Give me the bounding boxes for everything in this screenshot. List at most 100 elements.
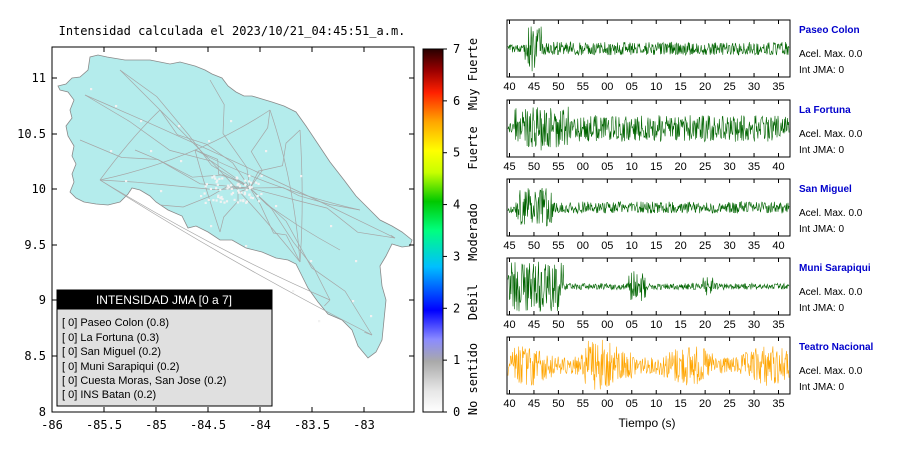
station-intensity: Int JMA: 0: [799, 65, 844, 76]
waveform-x-tick-label: 40: [772, 161, 784, 173]
map-x-tick-label: -84.5: [190, 418, 226, 432]
waveform-x-tick-label: 15: [675, 81, 687, 93]
waveform-x-tick-label: 40: [503, 398, 515, 410]
map-frame: [51, 46, 415, 413]
colorbar-tick-label: 5: [453, 146, 460, 160]
waveform-x-tick-label: 55: [577, 81, 589, 93]
waveform-x-tick-label: 25: [723, 81, 735, 93]
waveform-panel: 40 45 50 55 00 05 10 15 20 25 30 35 Muni Sarapiqui Ac…: [503, 257, 871, 331]
waveform-panel: 45 50 55 00 05 10 15 20 25 30 35 40 San Miguel Acel. …: [503, 178, 863, 252]
colorbar-gradient: [422, 48, 444, 413]
waveform-x-tick-label: 55: [577, 319, 589, 331]
waveform-x-tick-label: 35: [748, 240, 760, 252]
colorbar-level-label: Debil: [466, 284, 480, 320]
station-name: Paseo Colon: [799, 25, 860, 36]
map-y-tick-label: 9.5: [24, 238, 46, 252]
waveform-x-tick-label: 30: [748, 398, 760, 410]
waveform-x-tick-label: 50: [528, 240, 540, 252]
waveform-trace: [507, 187, 790, 227]
waveform-trace: [507, 106, 790, 151]
waveform-x-tick-label: 10: [650, 398, 662, 410]
waveform-trace: [507, 261, 790, 312]
waveform-panel: 45 50 55 00 05 10 15 20 25 30 35 40 La Fortuna Acel. …: [503, 99, 863, 173]
waveform-x-tick-label: 20: [699, 398, 711, 410]
waveform-panel: 40 45 50 55 00 05 10 15 20 25 30 35 Teatro Nacional A…: [503, 336, 873, 410]
colorbar-tick-label: 0: [453, 405, 460, 419]
waveform-x-tick-label: 05: [601, 161, 613, 173]
colorbar-ticks: 0 1 2 3 4 5 6 7: [443, 42, 460, 419]
waveform-x-tick-label: 50: [528, 161, 540, 173]
waveform-x-tick-label: 45: [528, 81, 540, 93]
colorbar-level-label: Moderado: [466, 203, 480, 261]
station-intensity: Int JMA: 0: [799, 303, 844, 314]
waveform-x-tick-label: 55: [577, 398, 589, 410]
waveform-x-tick-label: 45: [528, 319, 540, 331]
waveform-x-tick-label: 05: [601, 240, 613, 252]
station-accel: Acel. Max. 0.0: [799, 129, 863, 140]
legend-item: [ 0] Cuesta Moras, San Jose (0.2): [62, 375, 226, 387]
map-x-axis: -86 -85.5 -85 -84.5 -84 -83.5 -83: [41, 47, 375, 432]
waveform-x-tick-label: 20: [699, 319, 711, 331]
waveform-x-tick-label: 35: [772, 81, 784, 93]
colorbar-tick-label: 2: [453, 301, 460, 315]
waveform-x-tick-label: 55: [552, 240, 564, 252]
colorbar-tick-label: 4: [453, 198, 460, 212]
waveform-x-tick-label: 05: [626, 319, 638, 331]
intensity-legend: INTENSIDAD JMA [0 a 7] [ 0] Paseo Colon …: [56, 289, 273, 407]
town-markers: [90, 88, 373, 323]
map-y-axis: 11 10.5 10 9.5 9 8.5 8: [17, 71, 414, 419]
waveform-x-tick-label: 00: [601, 81, 613, 93]
waveform-x-tick-label: 10: [650, 81, 662, 93]
map-y-tick-label: 11: [32, 71, 46, 85]
colorbar-level-label: Muy Fuerte: [466, 38, 480, 110]
costa-rica-landmass: [57, 54, 413, 359]
waveform-x-tick-label: 10: [650, 319, 662, 331]
waveform-x-tick-label: 00: [577, 161, 589, 173]
waveform-x-tick-label: 50: [552, 319, 564, 331]
waveform-x-tick-label: 20: [675, 161, 687, 173]
map-x-tick-label: -83.5: [294, 418, 330, 432]
waveform-x-tick-label: 30: [748, 319, 760, 331]
waveform-x-tick-label: 25: [699, 240, 711, 252]
waveform-x-tick-label: 35: [772, 319, 784, 331]
waveform-x-tick-label: 35: [772, 398, 784, 410]
waveform-x-tick-label: 15: [650, 161, 662, 173]
waveform-x-tick-label: 45: [503, 161, 515, 173]
waveform-x-tick-label: 05: [626, 81, 638, 93]
waveform-x-tick-label: 30: [723, 161, 735, 173]
x-axis-label: Tiempo (s): [619, 416, 676, 430]
map-x-tick-label: -83: [353, 418, 375, 432]
colorbar-level-label: No sentido: [466, 343, 480, 415]
station-intensity: Int JMA: 0: [799, 382, 844, 393]
station-accel: Acel. Max. 0.0: [799, 49, 863, 60]
waveform-x-tick-label: 50: [552, 81, 564, 93]
waveform-x-tick-label: 05: [626, 398, 638, 410]
waveform-x-tick-label: 30: [748, 81, 760, 93]
waveform-x-tick-label: 45: [503, 240, 515, 252]
waveform-trace: [507, 26, 790, 72]
station-name: Muni Sarapiqui: [799, 263, 871, 274]
colorbar-tick-label: 3: [453, 249, 460, 263]
waveform-x-tick-label: 40: [503, 319, 515, 331]
legend-header-bg: [57, 290, 272, 309]
waveform-x-tick-label: 40: [772, 240, 784, 252]
map-y-tick-label: 10: [32, 182, 46, 196]
waveform-x-tick-label: 20: [675, 240, 687, 252]
waveform-x-tick-label: 25: [723, 398, 735, 410]
map-x-tick-label: -85: [145, 418, 167, 432]
legend-item: [ 0] Muni Sarapiqui (0.2): [62, 361, 179, 373]
station-intensity: Int JMA: 0: [799, 224, 844, 235]
waveform-x-tick-label: 15: [650, 240, 662, 252]
station-name: San Miguel: [799, 184, 852, 195]
map-x-tick-label: -86: [41, 418, 63, 432]
map-x-tick-label: -84: [249, 418, 271, 432]
colorbar-tick-label: 7: [453, 42, 460, 56]
road-network: [79, 69, 396, 336]
waveform-x-tick-label: 15: [675, 319, 687, 331]
map-y-tick-label: 8.5: [24, 349, 46, 363]
intensity-colorbar: 0 1 2 3 4 5 6 7 No sentido Debil Moderado Fuerte Mu…: [422, 38, 480, 419]
map-title: Intensidad calculada el 2023/10/21_04:45…: [59, 24, 406, 38]
waveform-panels: 40 45 50 55 00 05 10 15 20 25 30 35 Paseo Colon Acel.…: [503, 19, 873, 410]
waveform-x-tick-label: 25: [699, 161, 711, 173]
